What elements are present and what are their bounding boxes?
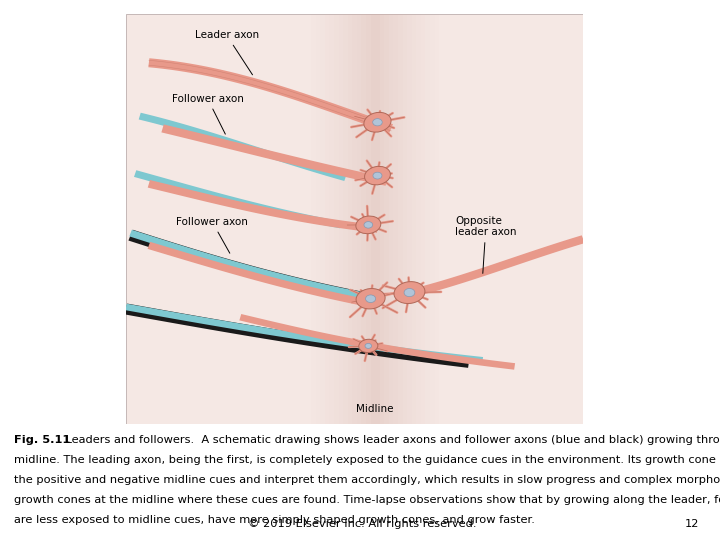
Bar	[338, 14, 343, 424]
Bar	[384, 14, 389, 424]
Polygon shape	[125, 303, 469, 368]
Text: © 2019 Elsevier Inc. All rights reserved.: © 2019 Elsevier Inc. All rights reserved…	[248, 518, 476, 529]
Ellipse shape	[373, 172, 382, 179]
Bar	[320, 14, 325, 424]
Bar	[371, 14, 375, 424]
Bar	[412, 14, 416, 424]
Bar	[311, 14, 316, 424]
Bar	[389, 14, 393, 424]
Bar	[439, 14, 444, 424]
Bar	[398, 14, 402, 424]
Polygon shape	[161, 124, 387, 186]
Text: Follower axon: Follower axon	[176, 217, 248, 253]
Text: are less exposed to midline cues, have more simply shaped growth cones, and grow: are less exposed to midline cues, have m…	[14, 515, 535, 525]
Polygon shape	[148, 180, 378, 233]
Bar	[402, 14, 408, 424]
Ellipse shape	[356, 216, 381, 234]
Polygon shape	[128, 230, 369, 305]
Ellipse shape	[359, 339, 378, 353]
Polygon shape	[395, 235, 585, 301]
Bar	[416, 14, 421, 424]
Bar	[430, 14, 435, 424]
Text: midline. The leading axon, being the first, is completely exposed to the guidanc: midline. The leading axon, being the fir…	[14, 455, 720, 465]
Ellipse shape	[404, 288, 415, 296]
Bar	[375, 14, 379, 424]
Bar	[435, 14, 439, 424]
Polygon shape	[125, 303, 483, 363]
Polygon shape	[148, 58, 393, 133]
Ellipse shape	[394, 282, 425, 303]
Ellipse shape	[373, 119, 382, 126]
Bar	[366, 14, 371, 424]
Polygon shape	[134, 170, 342, 228]
Text: Leader axon: Leader axon	[194, 30, 258, 75]
Bar	[361, 14, 366, 424]
Polygon shape	[130, 230, 364, 299]
Ellipse shape	[356, 288, 385, 309]
Polygon shape	[148, 242, 378, 308]
Bar	[330, 14, 334, 424]
Ellipse shape	[364, 112, 391, 132]
Text: Fig. 5.11: Fig. 5.11	[14, 435, 71, 445]
Bar	[348, 14, 352, 424]
Bar	[316, 14, 320, 424]
Ellipse shape	[364, 221, 373, 228]
Bar	[426, 14, 430, 424]
Bar	[352, 14, 357, 424]
Text: Leaders and followers.  A schematic drawing shows leader axons and follower axon: Leaders and followers. A schematic drawi…	[62, 435, 720, 445]
Bar	[379, 14, 384, 424]
Text: growth cones at the midline where these cues are found. Time-lapse observations : growth cones at the midline where these …	[14, 495, 720, 505]
Text: Midline: Midline	[356, 403, 394, 414]
Ellipse shape	[366, 295, 376, 302]
Bar	[421, 14, 426, 424]
Polygon shape	[239, 314, 515, 370]
Bar	[393, 14, 398, 424]
Bar	[307, 14, 311, 424]
Text: Follower axon: Follower axon	[172, 94, 243, 134]
Bar	[334, 14, 338, 424]
Text: 12: 12	[685, 518, 699, 529]
Bar	[325, 14, 330, 424]
Bar	[343, 14, 348, 424]
Text: Opposite
leader axon: Opposite leader axon	[455, 215, 517, 273]
Bar	[357, 14, 361, 424]
Bar	[408, 14, 412, 424]
Ellipse shape	[364, 166, 390, 185]
Text: the positive and negative midline cues and interpret them accordingly, which res: the positive and negative midline cues a…	[14, 475, 720, 485]
Polygon shape	[139, 113, 346, 181]
Ellipse shape	[365, 343, 372, 348]
